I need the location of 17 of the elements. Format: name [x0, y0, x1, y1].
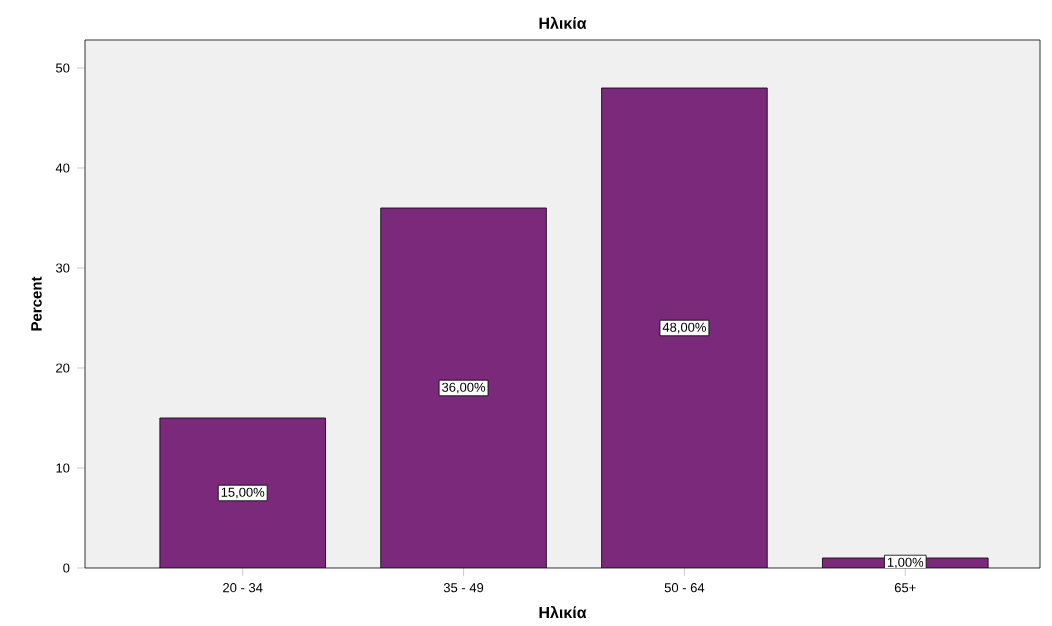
- x-axis-title: Ηλικία: [539, 606, 587, 619]
- data-label: 36,00%: [442, 382, 486, 394]
- x-tick-label: 20 - 34: [223, 583, 263, 593]
- y-tick-label: 10: [56, 463, 70, 473]
- data-label: 15,00%: [221, 487, 265, 499]
- x-tick-label: 35 - 49: [443, 583, 484, 593]
- y-tick-label: 30: [55, 263, 70, 273]
- y-tick-label: 20: [56, 363, 70, 373]
- chart-title: Ηλικία: [539, 16, 587, 29]
- y-tick-label: 50: [56, 63, 70, 73]
- x-tick-label: 50 - 64: [664, 583, 705, 593]
- y-tick-label: 0: [63, 563, 70, 573]
- data-label: 48,00%: [662, 322, 706, 334]
- x-tick-label: 65+: [894, 583, 916, 593]
- data-label: 1,00%: [887, 557, 924, 569]
- y-tick-label: 40: [55, 163, 70, 173]
- y-axis-title: Percent: [31, 276, 42, 331]
